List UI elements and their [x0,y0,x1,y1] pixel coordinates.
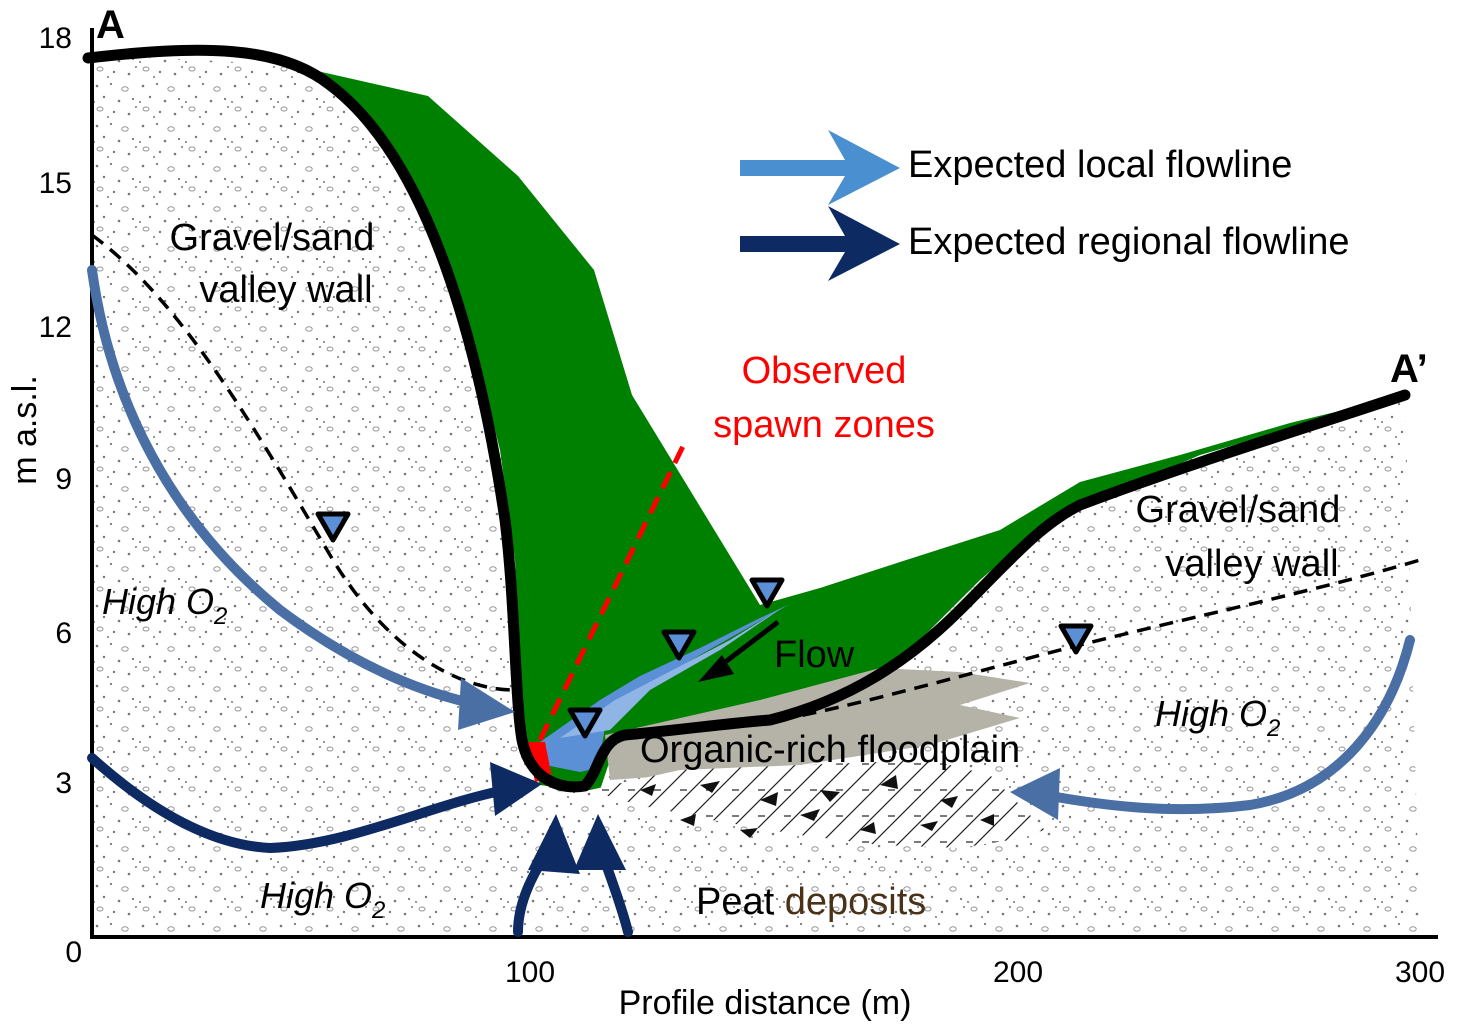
local-flowline-left-head [458,678,515,730]
y-tick: 6 [55,617,72,650]
high-o2-left-mid: High O2 [102,581,227,630]
left-wall-label-line1: Gravel/sand [170,217,375,259]
flow-arrow-icon [698,655,734,682]
section-end-label: A’ [1390,347,1428,391]
triangle-down-icon [315,511,351,543]
floodplain-label: Organic-rich floodplain [640,729,1020,771]
x-tick: 200 [993,956,1043,989]
spawn-label-line2: spawn zones [713,404,935,446]
local-flowline-right [1040,635,1415,815]
triangle-down-icon [749,577,785,609]
triangle-down-icon [1058,623,1094,655]
peat-label: Peat deposits [696,881,926,923]
y-tick: 12 [39,311,72,344]
spawn-label-line1: Observed [742,350,907,392]
regional-flowline-bottom-2-head [574,814,626,870]
water-table-left [90,233,516,692]
y-axis-label: m a.s.l. [6,375,44,485]
y-tick: 18 [39,22,72,55]
flow-label: Flow [774,634,855,676]
x-tick: 300 [1395,956,1445,989]
regional-flowline-bottom-1-head [528,814,580,874]
legend-local-arrow [740,130,900,205]
x-axis-label: Profile distance (m) [619,984,912,1022]
peat-word: Peat [696,881,775,923]
peat-fragments [640,775,994,838]
triangle-down-icon [661,629,697,661]
high-o2-left-bottom: High O2 [260,875,385,924]
deposits-word: deposits [785,881,927,923]
ground-surface-line [82,44,1411,793]
local-flowline-left [87,265,485,710]
high-o2-right: High O2 [1155,693,1280,742]
legend-local-label: Expected local flowline [908,144,1292,186]
legend-regional-arrow [740,206,900,281]
vegetation-slope [295,66,1405,790]
organic-floodplain [605,668,1030,780]
legend-regional-label: Expected regional flowline [908,221,1350,263]
stream-channel-light [560,606,785,738]
right-wall-label-line1: Gravel/sand [1136,489,1341,531]
triangle-down-icon [567,707,603,739]
gravel-body [92,55,1420,935]
x-tick: 100 [505,956,555,989]
y-tick: 3 [55,767,72,800]
y-tick: 0 [65,936,82,969]
y-tick: 15 [39,167,72,200]
left-wall-label-line2: valley wall [199,269,372,311]
right-wall-label-line2: valley wall [1165,543,1338,585]
regional-flowline-left [87,753,510,854]
section-start-label: A [96,3,125,47]
y-tick: 9 [55,463,72,496]
regional-flowline-left-head [490,762,542,816]
local-flowline-right-head [1010,768,1060,820]
